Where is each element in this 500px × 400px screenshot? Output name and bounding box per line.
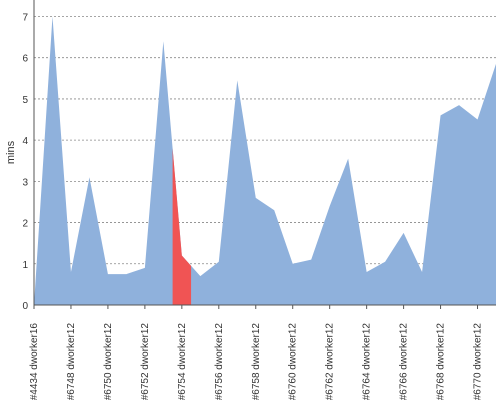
x-tick-label: #6758 dworker12 [251, 323, 262, 400]
y-tick-labels: 0 1 2 3 4 5 6 7 [22, 12, 28, 312]
area-fill [34, 16, 496, 306]
area-series [34, 16, 496, 306]
y-tick-label: 2 [22, 219, 28, 230]
x-tick-label: #6748 dworker12 [66, 323, 77, 400]
x-tick-label: #6752 dworker12 [140, 323, 151, 400]
y-tick-label: 0 [22, 301, 28, 312]
x-tick-label: #6750 dworker12 [103, 323, 114, 400]
x-tick-label: #6760 dworker12 [288, 323, 299, 400]
x-tick-label: #4434 dworker16 [29, 323, 40, 400]
y-axis-title: mins [5, 140, 17, 164]
x-tick-label: #6768 dworker12 [436, 323, 447, 400]
highlight-area [172, 148, 192, 305]
y-tick-label: 1 [22, 260, 28, 271]
highlight-region [172, 148, 192, 305]
y-tick-label: 7 [22, 12, 28, 23]
x-tick-label: #6770 dworker12 [473, 323, 484, 400]
x-tick-label: #6766 dworker12 [399, 323, 410, 400]
y-tick-label: 5 [22, 95, 28, 106]
y-tick-label: 6 [22, 54, 28, 65]
grid-lines [34, 16, 496, 265]
x-tick-label: #6754 dworker12 [177, 323, 188, 400]
y-tick-label: 4 [22, 136, 28, 147]
x-tick-label: #6764 dworker12 [362, 323, 373, 400]
y-tick-label: 3 [22, 177, 28, 188]
x-tick-label: #6756 dworker12 [214, 323, 225, 400]
x-tick-label: #6762 dworker12 [325, 323, 336, 400]
x-tick-labels: #4434 dworker16 #6748 dworker12 #6750 dwor… [29, 305, 484, 400]
